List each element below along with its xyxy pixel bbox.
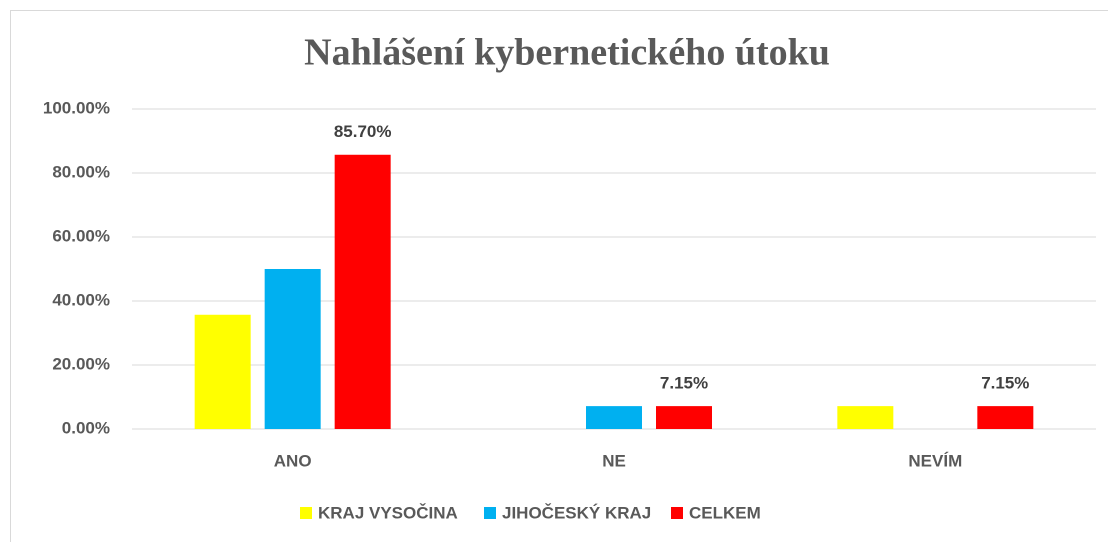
bar <box>264 269 321 429</box>
data-label: 7.15% <box>981 374 1029 393</box>
bar <box>334 154 391 429</box>
y-tick-label: 40.00% <box>52 290 110 309</box>
x-tick-label: ANO <box>274 451 312 470</box>
data-label: 7.15% <box>660 374 708 393</box>
x-tick-label: NE <box>602 451 626 470</box>
bar <box>977 406 1034 429</box>
legend-label: KRAJ VYSOČINA <box>318 503 458 522</box>
bar <box>656 406 712 429</box>
legend-swatch <box>300 507 312 519</box>
y-tick-label: 80.00% <box>52 162 110 181</box>
legend-label: CELKEM <box>689 503 761 522</box>
chart-title: Nahlášení kybernetického útoku <box>304 32 830 74</box>
y-tick-label: 0.00% <box>62 418 110 437</box>
bar <box>194 314 251 429</box>
bar <box>586 406 642 429</box>
data-label: 85.70% <box>334 122 392 141</box>
y-tick-label: 20.00% <box>52 354 110 373</box>
y-tick-label: 100.00% <box>43 98 110 117</box>
legend-label: JIHOČESKÝ KRAJ <box>502 503 651 522</box>
legend-swatch <box>671 507 683 519</box>
legend-swatch <box>484 507 496 519</box>
chart-border <box>10 10 1108 542</box>
bar <box>837 406 894 429</box>
y-tick-label: 60.00% <box>52 226 110 245</box>
x-tick-label: NEVÍM <box>908 451 962 470</box>
